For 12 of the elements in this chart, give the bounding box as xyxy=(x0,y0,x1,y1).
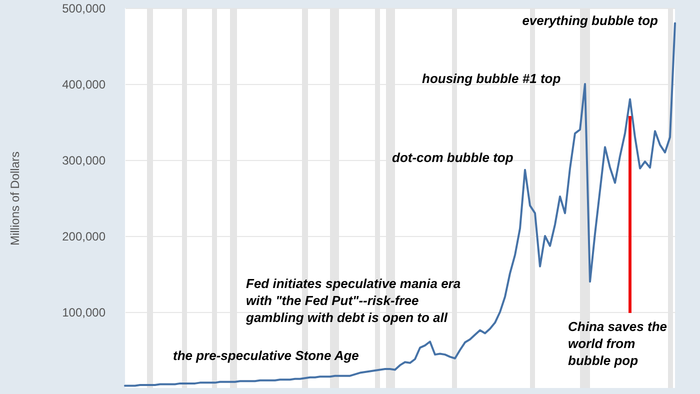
y-tick-label: 300,000 xyxy=(62,154,106,168)
annotation: China saves the world from bubble pop xyxy=(568,319,667,368)
y-tick-label: 400,000 xyxy=(62,78,106,92)
annotation: Fed initiates speculative mania era with "the Fed Put"--risk-free gambling with debt is open to all xyxy=(245,276,461,325)
y-axis-title: Millions of Dollars xyxy=(8,151,22,246)
annotation: dot-com bubble top xyxy=(392,150,514,165)
y-tick-label: 100,000 xyxy=(62,306,106,320)
y-tick-label: 500,000 xyxy=(62,2,106,16)
annotation: everything bubble top xyxy=(522,13,658,28)
annotation: the pre-speculative Stone Age xyxy=(173,348,359,363)
y-tick-label: 200,000 xyxy=(62,230,106,244)
annotation: housing bubble #1 top xyxy=(422,71,561,86)
